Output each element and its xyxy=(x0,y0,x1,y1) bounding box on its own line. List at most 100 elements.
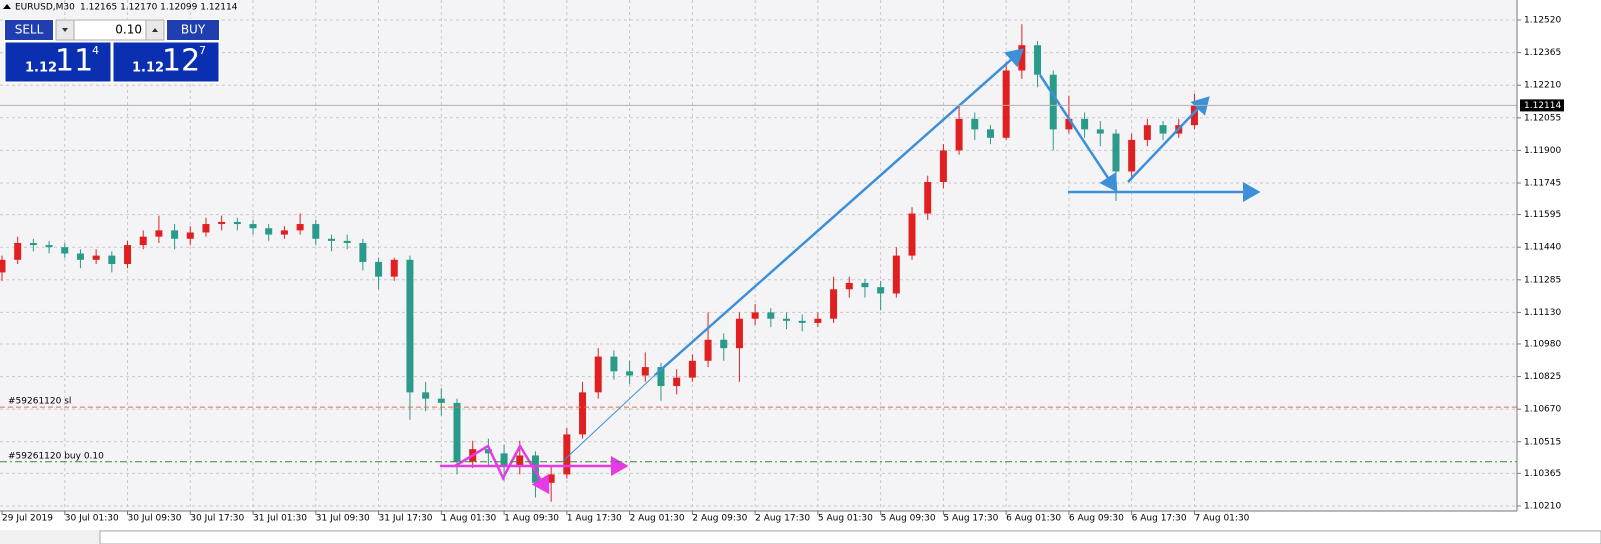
trend-arrow xyxy=(1127,96,1210,183)
candle-body xyxy=(249,224,257,229)
candle-body xyxy=(735,318,743,349)
trend-arrow xyxy=(654,48,1024,376)
y-tick-label: 1.11130 xyxy=(1524,308,1561,318)
x-tick-label: 29 Jul 2019 xyxy=(2,514,53,524)
candle-body xyxy=(61,247,69,254)
x-tick-label: 7 Aug 01:30 xyxy=(1194,514,1249,524)
candle-body xyxy=(375,261,383,277)
candle-body xyxy=(422,392,430,399)
candle-body xyxy=(1002,70,1010,138)
candle-body xyxy=(500,453,508,466)
y-tick-label: 1.11440 xyxy=(1524,243,1561,253)
candle-body xyxy=(155,230,163,237)
candle-body xyxy=(171,230,179,239)
candle-body xyxy=(1081,118,1089,130)
y-tick-label: 1.10365 xyxy=(1524,469,1561,479)
current-price-label: 1.12114 xyxy=(1524,101,1561,111)
y-tick-label: 1.12055 xyxy=(1524,113,1561,123)
sell-price-box[interactable] xyxy=(4,41,112,83)
candle-body xyxy=(359,242,367,262)
x-tick-label: 30 Jul 01:30 xyxy=(65,514,119,524)
candle-body xyxy=(29,242,37,246)
candle-body xyxy=(861,282,869,288)
candle-body xyxy=(108,255,116,265)
x-tick-label: 31 Jul 17:30 xyxy=(379,514,433,524)
y-tick-label: 1.11900 xyxy=(1524,146,1561,156)
candle-body xyxy=(0,259,6,273)
candle-body xyxy=(296,224,304,231)
candle-body xyxy=(1065,118,1073,130)
buy-pips: 12 xyxy=(162,44,200,79)
y-tick-label: 1.11285 xyxy=(1524,275,1561,285)
candle-body xyxy=(563,434,571,475)
collapse-icon[interactable] xyxy=(3,4,11,9)
candle-body xyxy=(406,259,414,393)
candle-body xyxy=(547,474,555,483)
plot-area xyxy=(0,0,1517,511)
y-tick-label: 1.10825 xyxy=(1524,372,1561,382)
x-tick-label: 30 Jul 09:30 xyxy=(128,514,182,524)
x-tick-label: 5 Aug 01:30 xyxy=(818,514,873,524)
candle-body xyxy=(767,312,775,319)
buy-button[interactable] xyxy=(167,20,219,40)
x-tick-label: 6 Aug 09:30 xyxy=(1069,514,1124,524)
candle-body xyxy=(657,367,665,387)
candle-body xyxy=(892,255,900,294)
candle-body xyxy=(76,253,84,260)
current-price-box xyxy=(1520,99,1564,112)
scrollbar xyxy=(99,530,1601,544)
sell-label: SELL xyxy=(15,23,44,37)
candle-body xyxy=(939,150,947,182)
y-tick-label: 1.12210 xyxy=(1524,81,1561,91)
candle-body xyxy=(955,118,963,151)
candle-body xyxy=(437,398,445,403)
candle-body xyxy=(92,255,100,260)
x-tick-label: 6 Aug 01:30 xyxy=(1006,514,1061,524)
candle-body xyxy=(139,236,147,246)
y-tick-label: 1.12365 xyxy=(1524,48,1561,58)
buy-price-box[interactable] xyxy=(112,41,220,83)
sell-pips: 11 xyxy=(55,44,93,79)
levels: #59261120 sl #59261120 buy 0.10 xyxy=(0,104,1517,463)
y-tick-label: 1.10515 xyxy=(1524,437,1561,447)
trade-panel: SELL 0.10 BUY 1.12 11 4 1.12 12 7 xyxy=(4,19,220,83)
x-tick-label: 6 Aug 17:30 xyxy=(1132,514,1187,524)
level-label: #59261120 buy 0.10 xyxy=(8,451,104,461)
candle-body xyxy=(610,356,618,372)
x-tick-label: 5 Aug 09:30 xyxy=(881,514,936,524)
y-tick-label: 1.11745 xyxy=(1524,179,1561,189)
symbol: EURUSD,M30 xyxy=(15,3,75,13)
candle-body xyxy=(594,356,602,393)
candle-body xyxy=(233,221,241,225)
y-tick-label: 1.10210 xyxy=(1524,501,1561,511)
y-tick-label: 1.10980 xyxy=(1524,339,1561,349)
candle-body xyxy=(218,221,226,225)
candle-body xyxy=(1018,45,1026,71)
x-tick-label: 2 Aug 09:30 xyxy=(692,514,747,524)
quote: 1.12165 1.12170 1.12099 1.12114 xyxy=(80,3,238,13)
candle-body xyxy=(924,181,932,214)
candle-body xyxy=(641,367,649,376)
candle-body xyxy=(45,245,53,248)
candle-body xyxy=(453,402,461,462)
x-tick-label: 2 Aug 17:30 xyxy=(755,514,810,524)
candle-body xyxy=(877,287,885,294)
y-tick-label: 1.11595 xyxy=(1524,210,1561,220)
trend-line xyxy=(561,374,656,463)
candle-body xyxy=(280,230,288,235)
buy-point: 7 xyxy=(199,44,206,57)
candle-body xyxy=(202,224,210,233)
down-icon xyxy=(62,28,68,32)
sell-point: 4 xyxy=(92,44,99,57)
x-tick-label: 31 Jul 01:30 xyxy=(253,514,307,524)
sell-button[interactable] xyxy=(5,20,53,40)
x-tick-label: 1 Aug 01:30 xyxy=(441,514,496,524)
candle-body xyxy=(14,242,22,260)
candle-body xyxy=(327,238,335,241)
candle-body xyxy=(830,289,838,319)
candle-body xyxy=(390,259,398,277)
candle-body xyxy=(626,371,634,376)
candle-body xyxy=(1096,129,1104,134)
